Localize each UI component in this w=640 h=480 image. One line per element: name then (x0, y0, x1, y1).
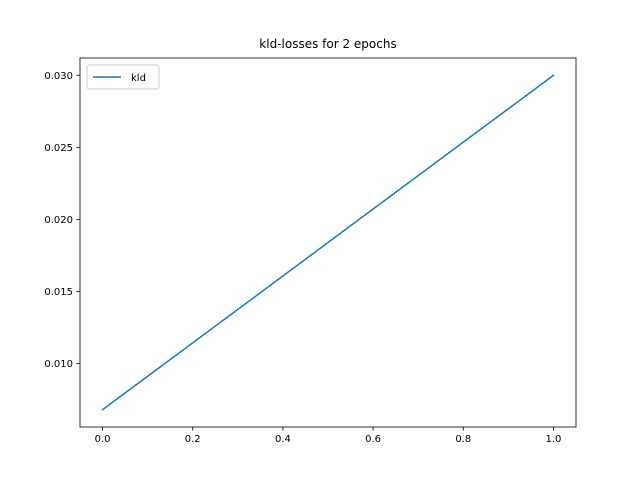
y-tick-label: 0.015 (44, 287, 73, 298)
y-tick-label: 0.020 (44, 215, 73, 226)
y-tick-label: 0.010 (44, 359, 73, 370)
x-tick-label: 0.4 (275, 434, 291, 445)
x-tick-label: 0.0 (95, 434, 111, 445)
x-tick-label: 1.0 (546, 434, 562, 445)
x-tick-label: 0.8 (455, 434, 471, 445)
x-tick-label: 0.2 (185, 434, 201, 445)
plot-area: 0.0 0.2 0.4 0.6 0.8 1.0 0.010 0.015 0.020 0.025 0.… (44, 57, 577, 445)
legend-box (86, 64, 160, 90)
chart-title: kld-losses for 2 epochs (259, 37, 396, 51)
x-tick-label: 0.6 (365, 434, 381, 445)
y-tick-label: 0.030 (44, 71, 73, 82)
y-tick-label: 0.025 (44, 143, 73, 154)
legend-label-kld: kld (131, 73, 146, 84)
series-line-kld (101, 74, 555, 411)
axes-frame (79, 57, 577, 428)
